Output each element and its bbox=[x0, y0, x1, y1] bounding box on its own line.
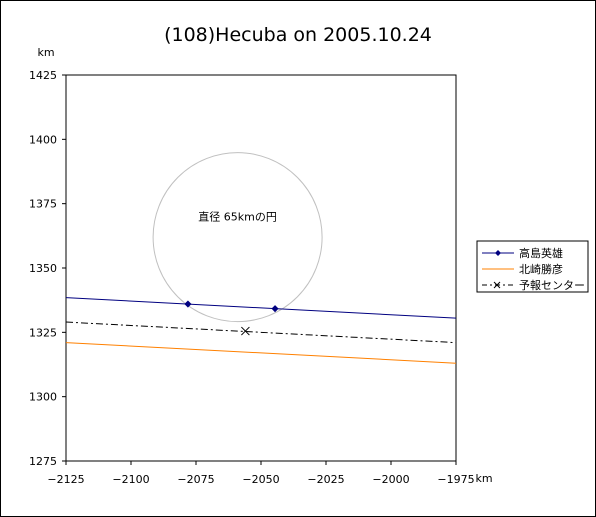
series-marker bbox=[271, 305, 279, 313]
legend-marker bbox=[495, 250, 501, 256]
y-tick-label: 1325 bbox=[29, 326, 57, 339]
reference-circle-group: 直径 65kmの円 bbox=[152, 152, 323, 323]
legend-label: 北崎勝彦 bbox=[519, 262, 563, 276]
x-tick-label: −2100 bbox=[112, 473, 149, 486]
series-line-1 bbox=[65, 342, 457, 364]
series-group bbox=[65, 297, 457, 364]
legend-item-1: 北崎勝彦 bbox=[482, 262, 563, 276]
x-tick-label: −2075 bbox=[177, 473, 214, 486]
x-tick-label: −2125 bbox=[47, 473, 84, 486]
x-tick-label: −2050 bbox=[242, 473, 279, 486]
y-axis-unit: km bbox=[37, 46, 54, 59]
circle-label: 直径 65kmの円 bbox=[198, 209, 277, 223]
chart-title: (108)Hecuba on 2005.10.24 bbox=[164, 24, 432, 46]
y-tick-label: 1425 bbox=[29, 69, 57, 82]
y-tick-label: 1300 bbox=[29, 391, 57, 404]
y-tick-label: 1375 bbox=[29, 198, 57, 211]
y-axis: 1275 1300 1325 1350 1375 1400 1425 bbox=[29, 69, 66, 468]
x-axis: −2125 −2100 −2075 −2050 −2025 −2000 −1975 bbox=[47, 461, 475, 486]
legend-item-2: 予報センター bbox=[482, 279, 585, 292]
legend-item-0: 高島英雄 bbox=[482, 246, 563, 260]
y-tick-label: 1350 bbox=[29, 262, 57, 275]
y-tick-label: 1275 bbox=[29, 455, 57, 468]
center-x-marker bbox=[241, 326, 250, 336]
legend-x-stroke bbox=[493, 281, 501, 289]
y-tick-label: 1400 bbox=[29, 133, 57, 146]
x-tick-label: −2025 bbox=[307, 473, 344, 486]
legend-label: 予報センター bbox=[519, 279, 585, 292]
series-line-2 bbox=[65, 321, 457, 344]
legend-label: 高島英雄 bbox=[519, 246, 563, 260]
x-tick-label: −1975 bbox=[437, 473, 474, 486]
series-line-0 bbox=[65, 297, 457, 319]
x-axis-unit: km bbox=[475, 472, 492, 485]
x-tick-label: −2000 bbox=[372, 473, 409, 486]
plot-area bbox=[65, 74, 457, 462]
series-marker bbox=[184, 300, 192, 308]
reference-circle bbox=[152, 152, 323, 323]
